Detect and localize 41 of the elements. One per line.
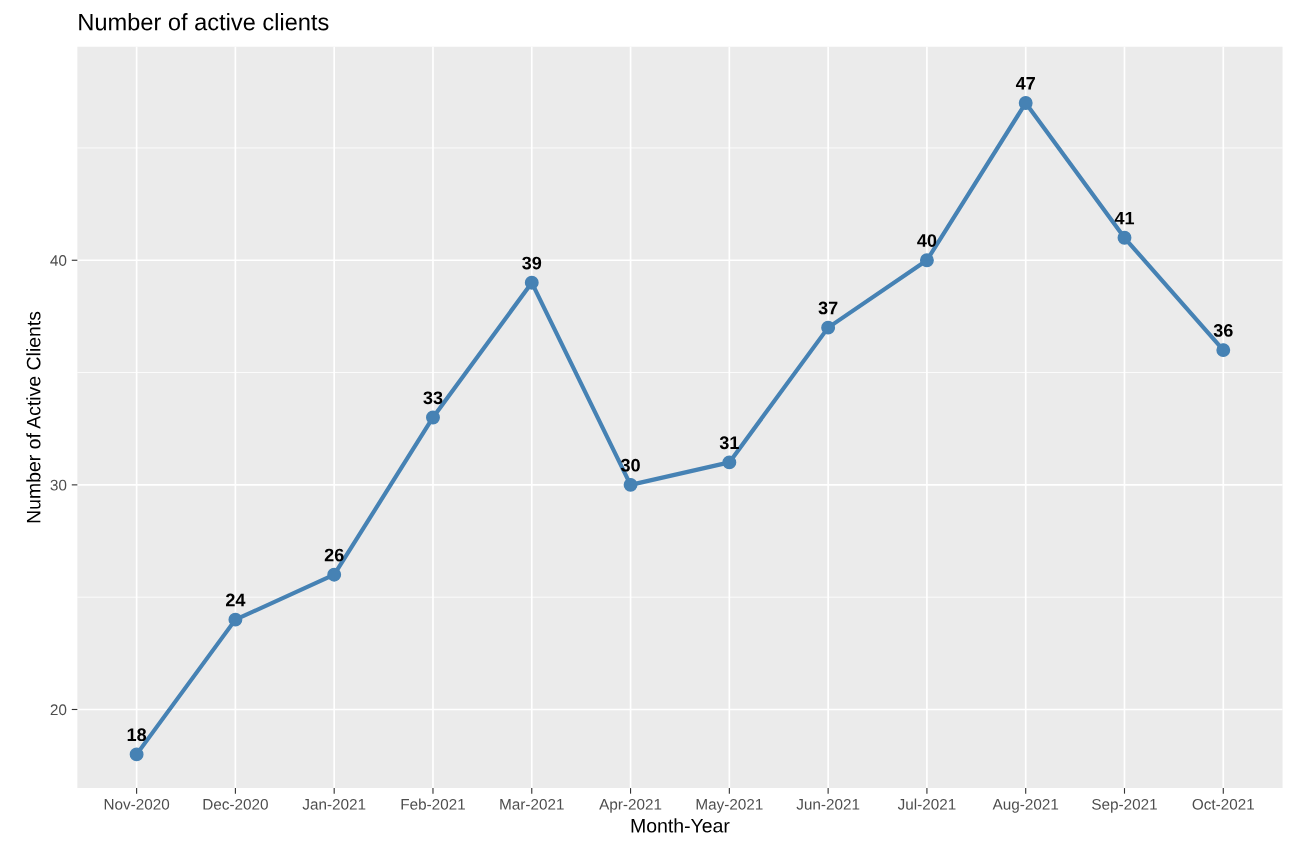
x-tick-label: Oct-2021 [1192,798,1254,810]
y-tick-label: 40 [50,255,67,266]
data-label: 39 [522,256,542,270]
data-label: 24 [225,593,246,607]
point [623,477,638,492]
data-label: 37 [818,301,838,315]
x-tick-label: Nov-2020 [104,798,170,810]
y-axis-title: Number of Active Clients [26,311,41,523]
data-label: 36 [1213,324,1233,337]
point [821,320,836,335]
data-label: 40 [917,234,937,247]
point [919,253,934,268]
point [524,275,539,290]
point [228,612,243,627]
x-tick-label: Jul-2021 [897,798,956,810]
chart-title: Number of active clients [79,13,329,31]
x-tick-label: Aug-2021 [992,798,1059,813]
data-label: 41 [1114,211,1135,225]
point [327,567,342,582]
point [722,455,737,470]
data-label: 47 [1015,77,1035,90]
data-label: 26 [324,548,344,562]
point [1018,96,1033,110]
point [1216,343,1231,358]
y-tick-label: 30 [50,479,67,491]
x-tick-label: Apr-2021 [599,798,662,813]
x-tick-label: Mar-2021 [500,798,564,810]
data-label: 33 [423,391,443,405]
x-tick-label: Sep-2021 [1092,798,1157,813]
x-tick-label: Jun-2021 [796,798,860,810]
x-tick-label: Dec-2020 [203,798,268,810]
x-tick-label: May-2021 [696,798,763,813]
point [1117,230,1132,245]
point [129,747,144,762]
point [426,410,440,425]
data-label: 31 [719,436,739,450]
x-tick-label: Feb-2021 [401,798,465,810]
x-axis-title: Month-Year [631,818,730,833]
y-tick-label: 20 [50,704,67,716]
data-label: 18 [127,728,147,742]
x-tick-label: Jan-2021 [302,798,366,810]
